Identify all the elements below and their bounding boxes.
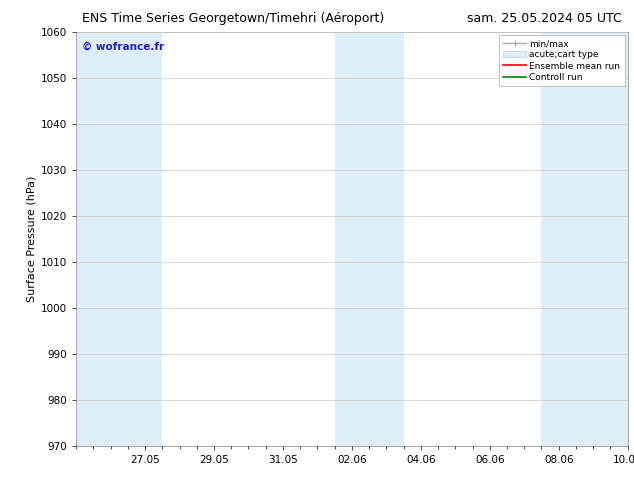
Text: sam. 25.05.2024 05 UTC: sam. 25.05.2024 05 UTC [467,12,621,25]
Text: © wofrance.fr: © wofrance.fr [82,42,164,52]
Legend: min/max, acute;cart type, Ensemble mean run, Controll run: min/max, acute;cart type, Ensemble mean … [499,35,625,86]
Text: ENS Time Series Georgetown/Timehri (Aéroport): ENS Time Series Georgetown/Timehri (Aéro… [82,12,385,25]
Y-axis label: Surface Pressure (hPa): Surface Pressure (hPa) [27,176,37,302]
Bar [335,32,404,446]
Bar [76,32,162,446]
Bar [541,32,628,446]
